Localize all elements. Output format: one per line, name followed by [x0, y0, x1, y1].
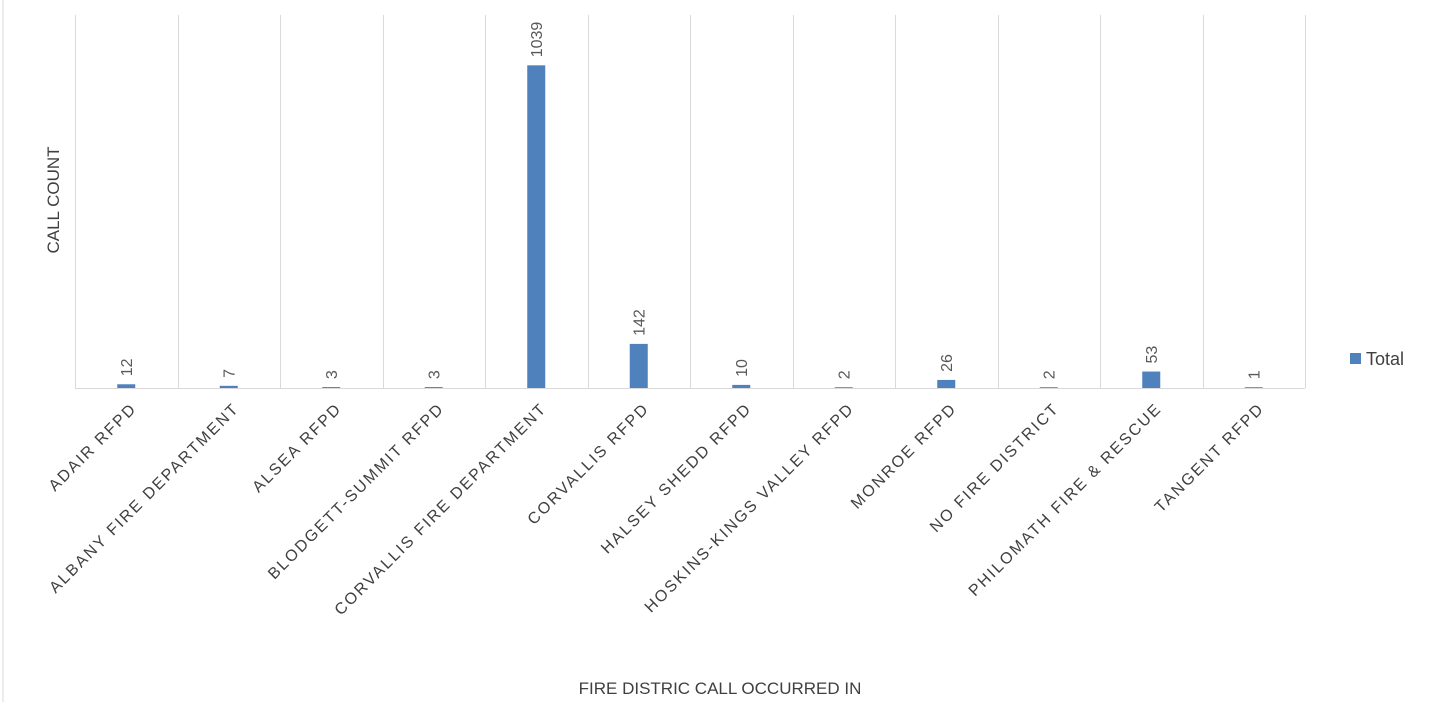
data-label: 53	[1144, 346, 1161, 364]
bar-corvallis-fire-department	[527, 65, 546, 388]
bar-no-fire-district	[1039, 387, 1058, 388]
bar-tangent-rfpd	[1244, 387, 1263, 388]
x-tick-label: ALBANY FIRE DEPARTMENT	[46, 400, 243, 597]
bar-adair-rfpd	[117, 384, 136, 388]
legend-label-total: Total	[1366, 349, 1404, 369]
y-axis-title: CALL COUNT	[44, 146, 63, 253]
x-tick-label: PHILOMATH FIRE & RESCUE	[966, 400, 1166, 600]
gridlines	[75, 15, 1306, 389]
bar-alsea-rfpd	[322, 387, 341, 388]
data-label: 7	[222, 369, 239, 378]
x-axis-title: FIRE DISTRIC CALL OCCURRED IN	[579, 679, 862, 698]
bar-hoskins-kings-valley-rfpd	[834, 387, 853, 388]
bar-albany-fire-department	[219, 385, 238, 388]
data-label: 2	[837, 370, 854, 379]
data-label: 142	[632, 309, 649, 336]
x-tick-label: BLODGETT-SUMMIT RFPD	[265, 400, 448, 583]
data-label: 10	[734, 359, 751, 377]
bar-corvallis-rfpd	[629, 343, 648, 388]
data-label: 1	[1247, 370, 1264, 379]
data-label: 3	[427, 370, 444, 379]
bars	[117, 65, 1263, 388]
data-labels: 12 7 3 3 1039 142 10 2 26 2 53 1	[119, 22, 1264, 380]
bar-monroe-rfpd	[937, 379, 956, 388]
data-label: 2	[1042, 370, 1059, 379]
x-tick-label: HOSKINS-KINGS VALLEY RFPD	[642, 400, 858, 616]
x-tick-label: ADAIR RFPD	[46, 400, 141, 495]
bar-blodgett-summit-rfpd	[424, 387, 443, 388]
legend: Total	[1350, 349, 1404, 369]
bar-halsey-shedd-rfpd	[732, 384, 751, 388]
data-label: 1039	[529, 22, 546, 58]
data-label: 26	[939, 354, 956, 372]
x-tick-label: ALSEA RFPD	[249, 400, 345, 496]
data-label: 12	[119, 358, 136, 376]
bar-philomath-fire-rescue	[1142, 371, 1161, 388]
legend-swatch	[1350, 353, 1361, 364]
x-tick-label: CORVALLIS FIRE DEPARTMENT	[332, 400, 551, 619]
x-tick-label: MONROE RFPD	[848, 400, 960, 512]
data-label: 3	[324, 370, 341, 379]
x-tick-label: TANGENT RFPD	[1152, 400, 1268, 516]
